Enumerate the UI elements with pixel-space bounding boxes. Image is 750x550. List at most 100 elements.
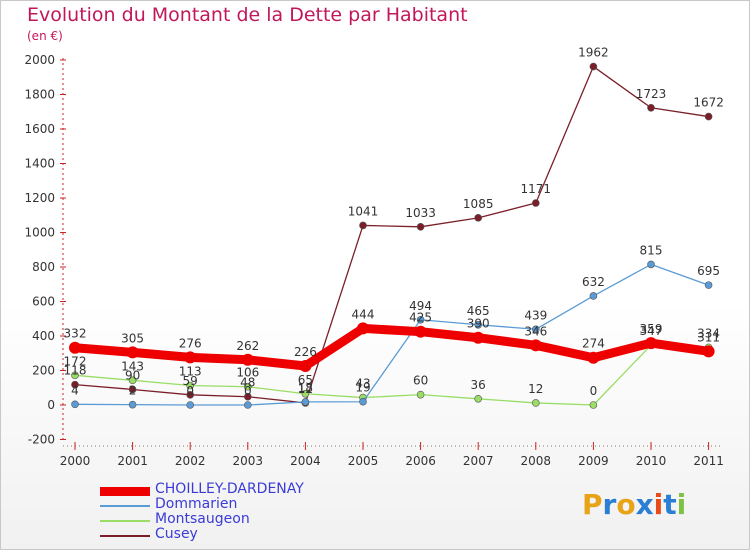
data-point [416, 390, 425, 399]
y-tick-label: 1800 [24, 88, 55, 102]
data-label: 18 [298, 381, 313, 395]
data-label: 0 [186, 384, 194, 398]
y-tick-label: 2000 [24, 53, 55, 67]
y-tick-label: 200 [32, 364, 55, 378]
data-label: 359 [640, 322, 663, 336]
data-label: 332 [64, 327, 87, 341]
data-label: 1033 [405, 206, 436, 220]
data-point [128, 376, 137, 385]
y-tick-label: 1600 [24, 122, 55, 136]
x-tick-label: 2009 [578, 454, 609, 468]
data-point [301, 389, 310, 398]
data-point [647, 260, 655, 269]
chart-title: Evolution du Montant de la Dette par Hab… [27, 4, 468, 26]
data-label: 36 [471, 378, 486, 392]
y-tick-label: 0 [47, 398, 55, 412]
data-label: 390 [467, 317, 490, 331]
data-point [128, 400, 137, 409]
data-label: 439 [524, 308, 547, 322]
series-line-dommarien [74, 263, 709, 406]
legend-swatch [100, 505, 150, 507]
data-label: 12 [528, 382, 543, 396]
data-label: 65 [298, 373, 313, 387]
data-point [69, 341, 81, 354]
data-label: 172 [64, 354, 87, 368]
data-label: 43 [355, 377, 370, 391]
data-label: 60 [413, 374, 428, 388]
data-label: 1085 [463, 197, 494, 211]
data-point [474, 214, 483, 222]
legend-swatch [100, 486, 150, 496]
data-label: 106 [236, 366, 259, 380]
data-point [531, 325, 540, 334]
data-label: 274 [582, 337, 605, 351]
data-label: 815 [640, 243, 663, 257]
data-label: 19 [355, 381, 370, 395]
data-label: 48 [240, 376, 255, 390]
data-point [704, 112, 713, 121]
data-point [244, 401, 252, 409]
data-label: 465 [467, 304, 490, 318]
x-tick-label: 2011 [693, 454, 724, 468]
data-label: 632 [582, 275, 605, 289]
data-point [126, 346, 139, 359]
data-label: 262 [236, 339, 259, 353]
data-point [184, 351, 197, 364]
logo-letter: i [676, 488, 687, 521]
data-label: 90 [125, 368, 140, 382]
legend-label: Dommarien [155, 496, 238, 512]
data-label: 334 [697, 326, 720, 340]
x-tick-label: 2005 [348, 454, 379, 468]
x-tick-label: 2004 [290, 454, 321, 468]
logo-letter: i [653, 488, 664, 521]
x-tick-label: 2001 [117, 454, 148, 468]
x-tick-label: 2003 [233, 454, 264, 468]
logo-letter: r [602, 488, 617, 521]
data-point [474, 394, 483, 403]
data-label: 1041 [348, 204, 379, 218]
data-point [647, 103, 655, 112]
data-label: 0 [244, 384, 252, 398]
logo-letter: o [616, 488, 636, 521]
data-point [71, 400, 79, 409]
data-point [416, 315, 425, 324]
data-point [414, 325, 427, 338]
data-point [587, 351, 600, 364]
data-point [301, 398, 310, 406]
data-point [244, 392, 252, 401]
data-point [186, 391, 194, 399]
data-label: 276 [179, 336, 202, 350]
data-point [702, 345, 715, 358]
y-tick-label: 1400 [24, 157, 55, 171]
data-point [241, 353, 254, 366]
x-tick-label: 2000 [60, 454, 91, 468]
data-point [704, 281, 713, 289]
y-tick-label: -200 [28, 433, 55, 447]
data-point [186, 381, 194, 390]
data-label: 143 [121, 359, 144, 373]
legend-swatch [100, 535, 150, 537]
data-label: 311 [697, 330, 720, 344]
data-point [357, 322, 369, 335]
data-label: 59 [183, 374, 198, 388]
data-label: 494 [409, 299, 432, 313]
data-point [531, 399, 540, 407]
legend-label: Montsaugeon [155, 511, 250, 527]
y-tick-label: 1000 [24, 226, 55, 240]
data-point [71, 371, 79, 380]
y-tick-label: 1200 [24, 191, 55, 205]
legend-label: CHOILLEY-DARDENAY [155, 481, 304, 497]
x-tick-label: 2008 [521, 454, 552, 468]
logo-letter: t [663, 488, 677, 521]
x-tick-label: 2007 [463, 454, 494, 468]
data-label: 1171 [521, 182, 552, 196]
data-label: 346 [524, 324, 547, 338]
data-point [71, 380, 79, 389]
logo-letter: x [635, 488, 654, 521]
x-tick-label: 2006 [405, 454, 436, 468]
data-point [472, 331, 485, 344]
data-point [474, 320, 483, 329]
data-point [531, 199, 540, 207]
data-label: 305 [121, 331, 144, 345]
